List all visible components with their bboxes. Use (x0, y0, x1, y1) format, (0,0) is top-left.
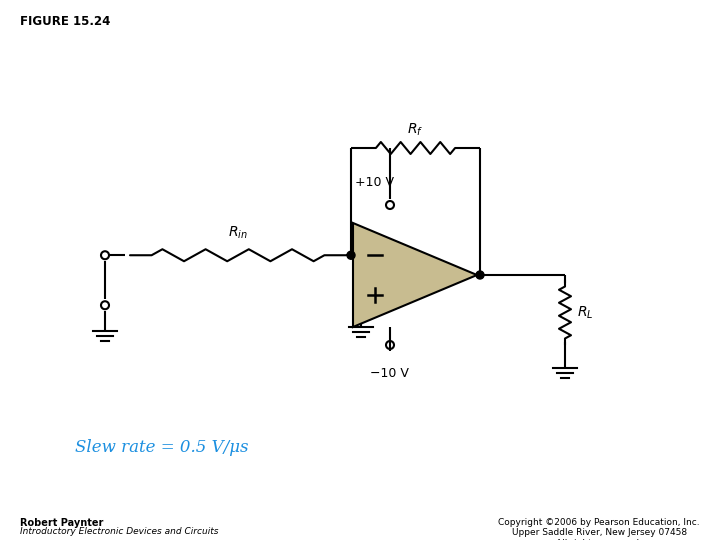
Text: Robert Paynter: Robert Paynter (20, 518, 104, 528)
Polygon shape (353, 223, 477, 327)
Text: FIGURE 15.24: FIGURE 15.24 (20, 15, 110, 28)
Text: $R_f$: $R_f$ (408, 122, 423, 138)
Text: $R_{in}$: $R_{in}$ (228, 225, 248, 241)
Text: Copyright ©2006 by Pearson Education, Inc.
Upper Saddle River, New Jersey 07458
: Copyright ©2006 by Pearson Education, In… (498, 518, 700, 540)
Circle shape (347, 251, 355, 259)
Text: $R_L$: $R_L$ (577, 305, 593, 321)
Text: −10 V: −10 V (370, 367, 409, 380)
Text: Introductory Electronic Devices and Circuits: Introductory Electronic Devices and Circ… (20, 527, 218, 536)
Text: Slew rate = 0.5 V/μs: Slew rate = 0.5 V/μs (75, 440, 248, 456)
Text: +10 V: +10 V (355, 176, 394, 189)
Circle shape (476, 271, 484, 279)
